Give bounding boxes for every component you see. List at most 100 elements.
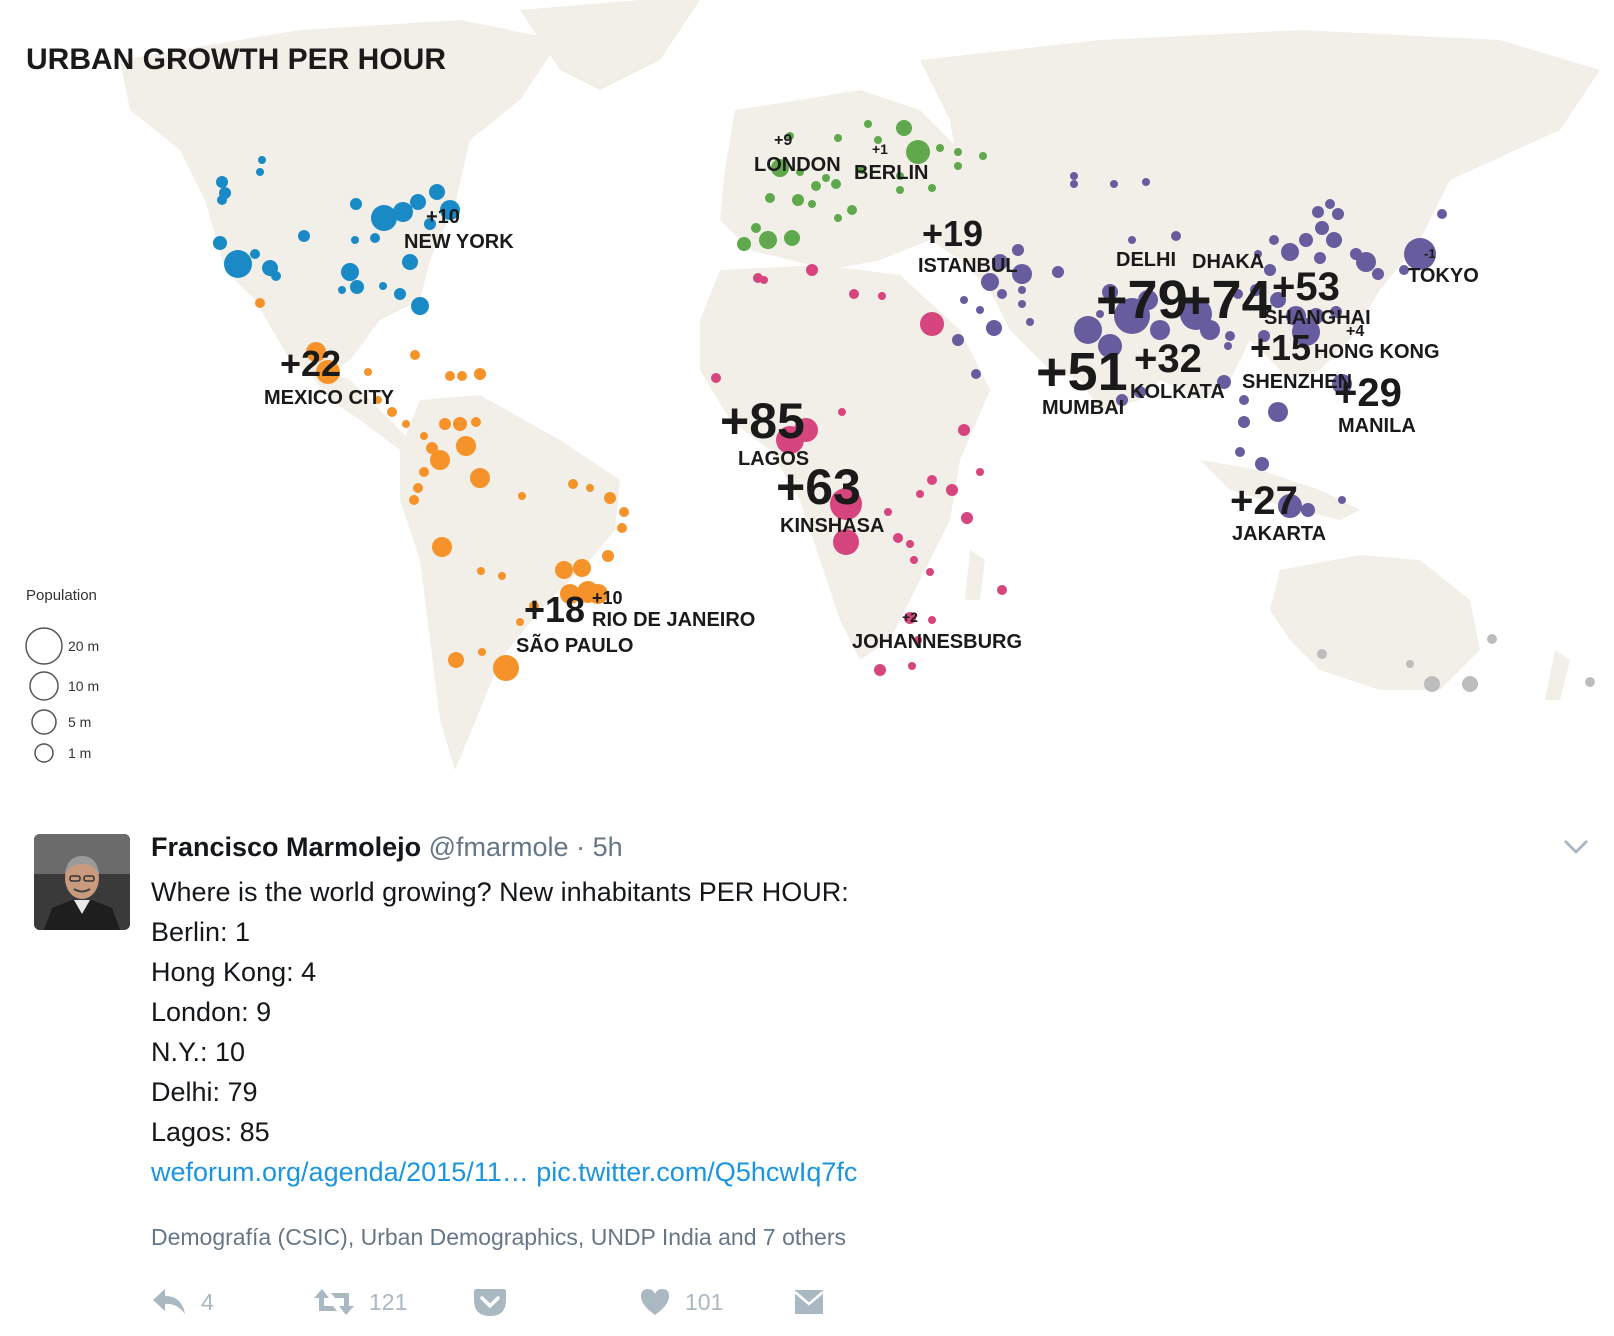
tweet-context[interactable]: Demografía (CSIC), Urban Demographics, U… (151, 1224, 846, 1250)
bubble (916, 490, 924, 498)
mexico-city-label: MEXICO CITY (264, 387, 395, 409)
bubble (402, 254, 418, 270)
berlin-label: BERLIN (854, 162, 928, 184)
europe-bubbles (737, 120, 987, 251)
bubble (306, 342, 326, 362)
bubble (604, 492, 616, 504)
bubble (771, 159, 789, 177)
bubble (1332, 208, 1344, 220)
bubble (250, 249, 260, 259)
bubble (946, 484, 958, 496)
bubble (920, 312, 944, 336)
bubble (1332, 374, 1352, 394)
bubble (493, 655, 519, 681)
bubble (350, 280, 364, 294)
bubble (516, 618, 524, 626)
bubble (518, 492, 526, 500)
map-graphic: URBAN GROWTH PER HOUR +10 NEW YORK +22 M… (25, 0, 1600, 770)
reply-count: 4 (201, 1288, 214, 1315)
retweet-icon (314, 1289, 354, 1315)
mumbai-label: MUMBAI (1042, 397, 1124, 419)
bubble (1074, 316, 1102, 344)
shenzhen-label: SHENZHEN (1242, 371, 1352, 393)
population-legend: Population 20 m 10 m 5 m 1 m (25, 587, 99, 763)
bubble (1437, 209, 1447, 219)
bubble (619, 507, 629, 517)
bubble (588, 584, 608, 604)
save-to-pocket-button[interactable] (473, 1282, 507, 1322)
oceania-bubbles (1317, 634, 1595, 692)
tweet-text: Where is the world growing? New inhabita… (151, 872, 857, 1192)
bubble (1326, 232, 1342, 248)
bubble (954, 148, 962, 156)
bubble (1096, 310, 1104, 318)
bubble (448, 652, 464, 668)
avatar[interactable] (34, 834, 130, 930)
article-link[interactable]: weforum.org/agenda/2015/11… (151, 1157, 529, 1187)
bubble (822, 174, 830, 182)
retweet-button[interactable]: 121 (313, 1282, 407, 1322)
new-york-value: +10 (426, 206, 460, 228)
madagascar-land (965, 550, 985, 600)
shanghai-label: SHANGHAI (1264, 307, 1371, 329)
bubble (1102, 284, 1118, 300)
bubble (1462, 676, 1478, 692)
like-button[interactable]: 101 (639, 1282, 723, 1322)
bubble (858, 166, 866, 174)
berlin-value: +1 (872, 141, 888, 157)
bubble (976, 306, 984, 314)
bubble (370, 233, 380, 243)
reply-icon (153, 1289, 185, 1314)
bubble (792, 194, 804, 206)
bubble (338, 286, 346, 294)
author-name[interactable]: Francisco Marmolejo (151, 832, 422, 862)
bubble (1110, 180, 1118, 188)
direct-message-button[interactable] (793, 1282, 825, 1322)
bubble (830, 488, 862, 520)
bubble (430, 450, 450, 470)
bubble (1281, 243, 1299, 261)
pic-link[interactable]: pic.twitter.com/Q5hcwIq7fc (536, 1157, 858, 1187)
bubble (1585, 677, 1595, 687)
avatar-image (34, 834, 130, 930)
bubble (440, 200, 460, 220)
bubble (1325, 199, 1335, 209)
bubble (1018, 286, 1026, 294)
bubble (711, 373, 721, 383)
bubble (847, 205, 857, 215)
legend-label-1m: 1 m (68, 745, 91, 761)
greenland-land (520, 0, 700, 90)
bubble (341, 263, 359, 281)
jakarta-value: +27 (1230, 479, 1298, 523)
author-handle[interactable]: @fmarmole (428, 832, 569, 862)
new-zealand-land (1545, 650, 1570, 700)
bubble (1372, 268, 1384, 280)
bubble (1200, 320, 1220, 340)
kinshasa-label: KINSHASA (780, 515, 884, 537)
shenzhen-value: +15 (1250, 327, 1311, 368)
bubble (364, 368, 372, 376)
south-america-land (400, 395, 620, 770)
bubble (350, 198, 362, 210)
bubble (1128, 236, 1136, 244)
tweet-timestamp[interactable]: 5h (592, 832, 623, 862)
bubble (1052, 266, 1064, 278)
tweet-card[interactable]: Francisco Marmolejo @fmarmole · 5h Where… (0, 790, 1614, 1336)
shanghai-value: +53 (1272, 265, 1340, 309)
legend-label-20m: 20 m (68, 638, 99, 654)
bubble (1270, 292, 1286, 308)
bubble (498, 572, 506, 580)
bubble (471, 417, 481, 427)
tweet-menu-button[interactable] (1560, 830, 1592, 862)
tweet-line: N.Y.: 10 (151, 1037, 246, 1067)
bubble (426, 442, 438, 454)
rio-label: RIO DE JANEIRO (592, 609, 755, 631)
bubble (961, 512, 973, 524)
reply-button[interactable]: 4 (151, 1282, 214, 1322)
bubble (1301, 503, 1315, 517)
bubble (864, 120, 872, 128)
bubble (213, 236, 227, 250)
manila-value: +29 (1334, 371, 1402, 415)
istanbul-label: ISTANBUL (918, 255, 1018, 277)
bubble (1315, 221, 1329, 235)
